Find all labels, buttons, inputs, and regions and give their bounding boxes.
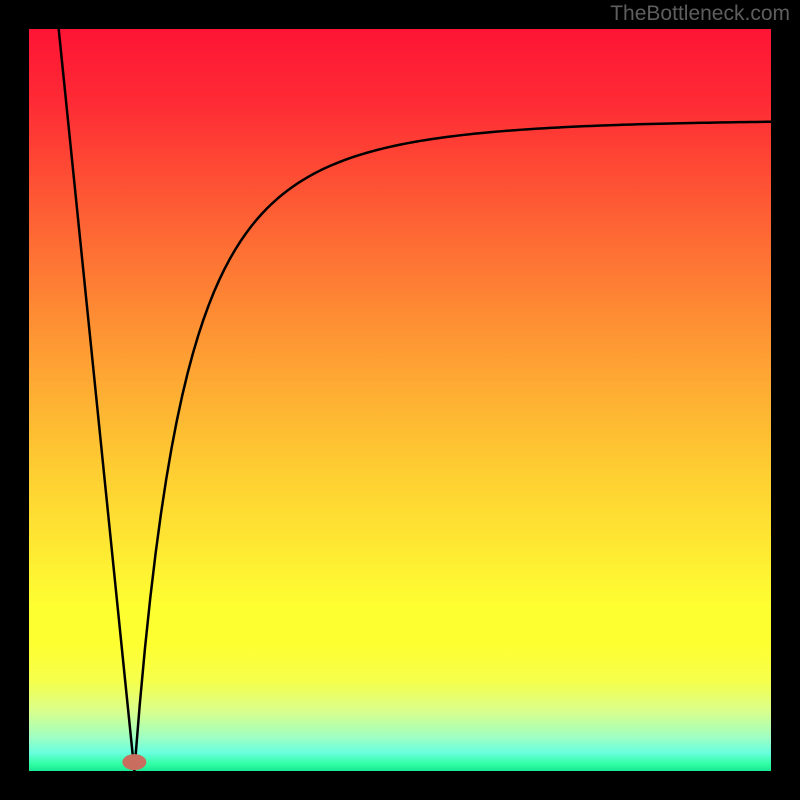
- bottleneck-chart: [0, 0, 800, 800]
- plot-background: [29, 29, 771, 771]
- minimum-marker: [122, 754, 146, 770]
- watermark-text: TheBottleneck.com: [610, 2, 790, 26]
- chart-container: TheBottleneck.com: [0, 0, 800, 800]
